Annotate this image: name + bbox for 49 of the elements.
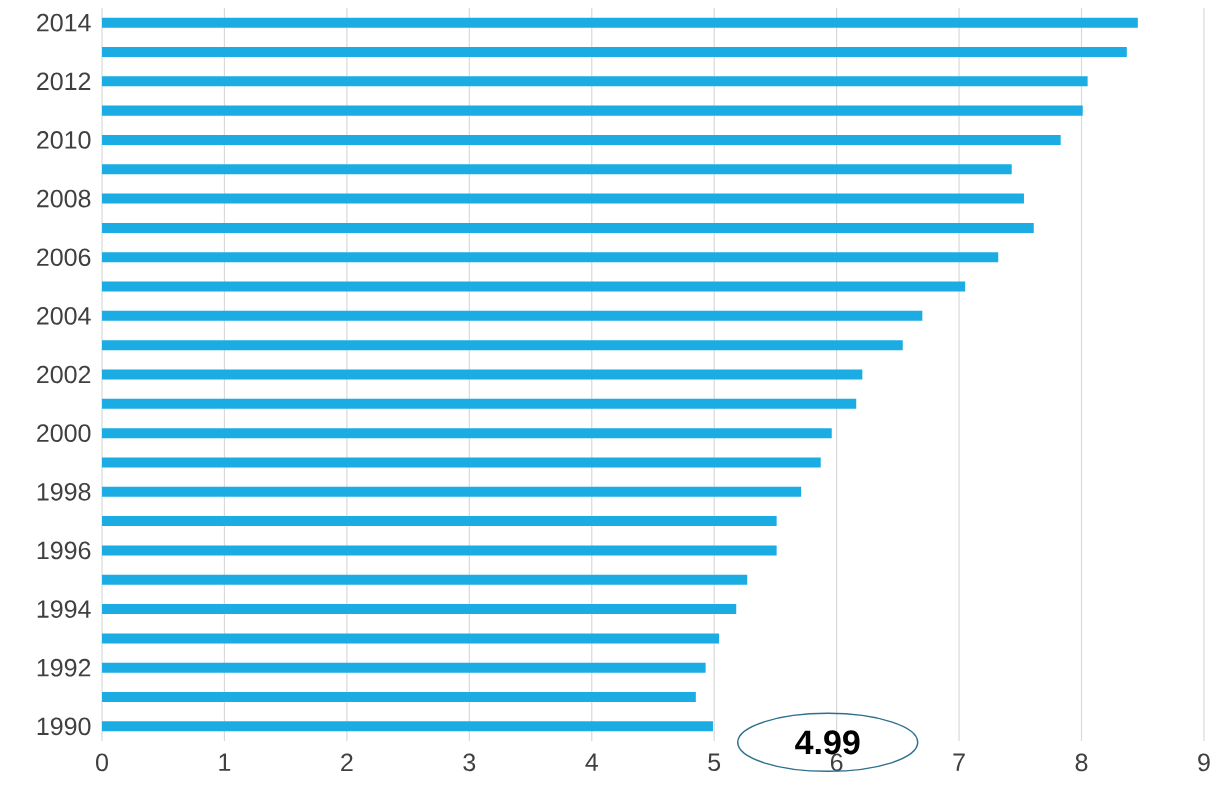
y-tick-label: 2000: [37, 424, 91, 442]
x-tick-label: 7: [953, 753, 965, 771]
y-tick-label: 2004: [37, 307, 91, 325]
bar: [102, 193, 1024, 204]
bar: [102, 604, 737, 615]
x-tick-label: 3: [463, 753, 476, 772]
bar: [102, 398, 857, 409]
y-tick-label: 1998: [37, 482, 91, 501]
bar: [102, 17, 1138, 28]
bar: [102, 134, 1061, 145]
bar: [102, 662, 706, 673]
y-tick-label: 2002: [37, 365, 91, 384]
y-tick-label: 1996: [37, 541, 91, 560]
y-tick-label: 2010: [37, 131, 91, 149]
bar: [102, 486, 802, 497]
x-tick-label: 0: [96, 753, 108, 772]
bar: [102, 369, 863, 380]
bar: [102, 46, 1127, 57]
bar: [102, 310, 923, 321]
bar: [102, 516, 777, 527]
y-tick-label: 2008: [37, 189, 91, 208]
bar: [102, 692, 696, 703]
bar: [102, 222, 1034, 233]
bar: [102, 105, 1083, 116]
bar: [102, 164, 1012, 175]
bar: [102, 574, 748, 585]
bar: [102, 428, 832, 439]
bar: [102, 76, 1088, 87]
bar: [102, 721, 713, 732]
x-tick-label: 4: [585, 753, 598, 771]
x-tick-label: 6: [830, 753, 843, 772]
bar: [102, 281, 966, 292]
y-tick-label: 2014: [37, 13, 91, 32]
bar: [102, 633, 720, 644]
annotation: 4.99: [795, 730, 860, 755]
y-tick-label: 1994: [37, 600, 91, 618]
bar: [102, 340, 903, 351]
x-tick-label: 2: [341, 753, 353, 771]
x-tick-label: 8: [1075, 753, 1088, 772]
y-tick-label: 2012: [37, 72, 91, 91]
x-tick-label: 1: [219, 753, 231, 771]
bar: [102, 545, 777, 556]
bar: [102, 252, 999, 263]
x-tick-label: 5: [708, 753, 721, 771]
y-tick-label: 1992: [37, 658, 91, 677]
y-tick-label: 1990: [37, 717, 91, 736]
x-tick-label: 9: [1198, 753, 1210, 772]
bar: [102, 457, 821, 468]
y-tick-label: 2006: [37, 248, 91, 267]
